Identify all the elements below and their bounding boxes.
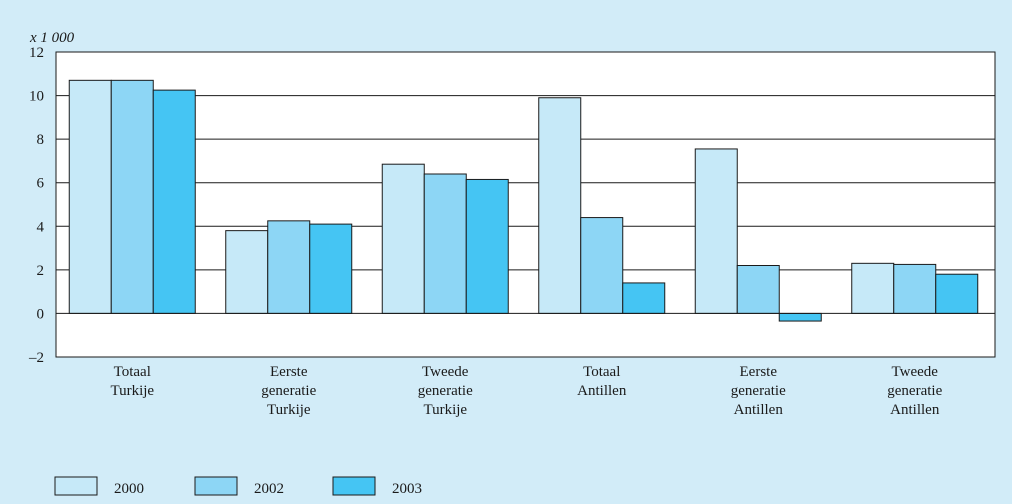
bar-2000-2 — [381, 163, 425, 314]
grid-lines — [56, 95, 995, 271]
category-labels: Totaal Turkije Eerste generatie Turkije Tweed… — [110, 364, 942, 418]
bar-2003-3 — [622, 282, 666, 314]
y-tick-label-7: 12 — [29, 45, 44, 61]
y-tick-label-3: 4 — [37, 219, 45, 235]
category-label-5-line-0: Tweede — [892, 364, 939, 380]
category-label-2-line-2: Turkije — [423, 402, 467, 418]
category-label-1-line-1: generatie — [261, 383, 316, 399]
y-tick-label-0: –2 — [28, 350, 44, 366]
bar-2002-0 — [110, 79, 154, 314]
category-label-5-line-2: Antillen — [890, 402, 940, 418]
category-label-1-line-0: Eerste — [270, 364, 308, 380]
legend-label-2002: 2002 — [254, 481, 284, 497]
legend-swatch-2000 — [54, 476, 98, 496]
category-label-1-line-2: Turkije — [267, 402, 311, 418]
y-tick-label-6: 10 — [29, 89, 44, 105]
bar-2000-4 — [694, 148, 738, 314]
category-label-5-line-1: generatie — [887, 383, 942, 399]
legend-swatch-2003 — [332, 476, 376, 496]
legend-label-2003: 2003 — [392, 481, 422, 497]
category-label-4-line-2: Antillen — [734, 402, 784, 418]
bar-2002-5 — [893, 263, 937, 314]
bar-2003-1 — [309, 223, 353, 314]
legend-swatch-2002 — [194, 476, 238, 496]
category-label-0-line-1: Turkije — [110, 383, 154, 399]
bar-2002-2 — [423, 173, 467, 314]
bar-2003-4 — [778, 312, 822, 322]
category-label-0-line-0: Totaal — [114, 364, 151, 380]
bar-2000-0 — [68, 79, 112, 314]
legend-label-2000: 2000 — [114, 481, 144, 497]
category-label-2-line-1: generatie — [418, 383, 473, 399]
bar-2000-3 — [538, 97, 582, 314]
y-tick-label-5: 8 — [37, 132, 45, 148]
bar-2002-3 — [580, 217, 624, 314]
bar-2000-5 — [851, 262, 895, 314]
legend: 2000 2002 2003 — [54, 476, 422, 497]
y-tick-label-4: 6 — [37, 176, 45, 192]
y-axis-ticks: –2 0 2 4 6 8 10 12 — [28, 45, 45, 366]
plot-frame — [55, 51, 996, 358]
bar-2003-5 — [935, 273, 979, 314]
bar-2003-2 — [465, 178, 509, 314]
plot-area — [56, 52, 995, 357]
bar-2000-1 — [225, 230, 269, 314]
y-tick-label-2: 2 — [37, 263, 45, 279]
category-label-3-line-0: Totaal — [583, 364, 620, 380]
bar-2002-1 — [267, 220, 311, 314]
y-axis-unit-label: x 1 000 — [29, 30, 75, 46]
bars — [68, 79, 979, 322]
category-label-2-line-0: Tweede — [422, 364, 469, 380]
category-label-4-line-0: Eerste — [740, 364, 778, 380]
category-label-4-line-1: generatie — [731, 383, 786, 399]
y-tick-label-1: 0 — [37, 306, 45, 322]
bar-2003-0 — [152, 89, 196, 314]
bar-2002-4 — [736, 265, 780, 314]
category-label-3-line-1: Antillen — [577, 383, 627, 399]
